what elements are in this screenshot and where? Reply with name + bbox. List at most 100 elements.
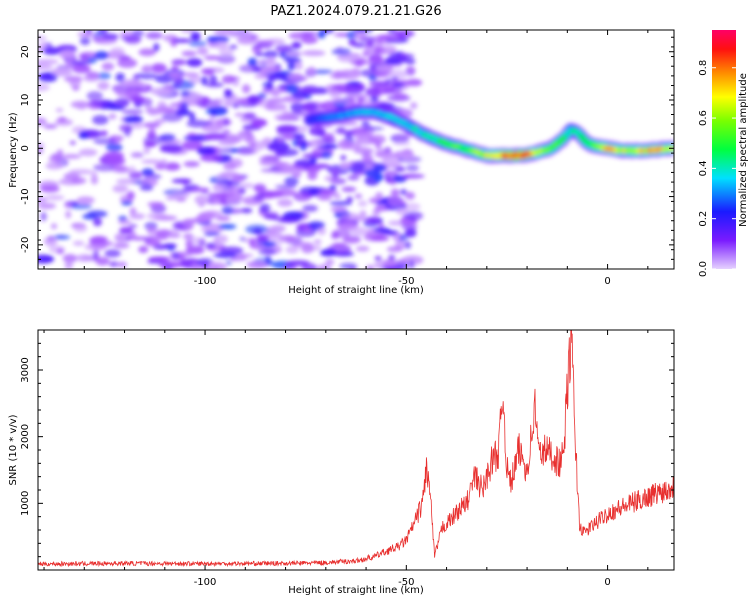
noise-blob — [197, 47, 209, 56]
snr-frame — [37, 329, 675, 571]
noise-blob — [147, 201, 164, 207]
noise-blob — [76, 254, 93, 262]
noise-blob — [109, 261, 120, 268]
noise-blob — [359, 146, 369, 156]
noise-blob — [161, 112, 183, 122]
noise-blob — [229, 44, 238, 50]
noise-blob — [401, 223, 418, 230]
noise-blob — [372, 209, 381, 217]
noise-blob — [264, 102, 288, 111]
colorbar: 0.0 0.2 0.4 0.6 0.8 Normalized spectral ampl… — [698, 30, 749, 277]
noise-blob — [300, 142, 307, 152]
noise-blob — [63, 172, 80, 180]
noise-blob — [354, 59, 364, 67]
noise-blob — [284, 176, 299, 186]
noise-blob — [70, 60, 93, 66]
noise-blob — [329, 168, 341, 174]
noise-blob — [151, 63, 167, 74]
noise-blob — [354, 193, 363, 199]
noise-blob — [277, 198, 293, 207]
noise-blob — [182, 178, 189, 186]
noise-blob — [132, 121, 144, 129]
noise-blob — [396, 207, 409, 216]
noise-blob — [154, 118, 166, 125]
colorbar-ticks: 0.0 0.2 0.4 0.6 0.8 — [698, 60, 736, 277]
noise-blob — [173, 38, 192, 43]
noise-blob — [232, 80, 240, 87]
noise-blob — [392, 141, 411, 146]
noise-blob — [344, 84, 365, 94]
noise-blob — [182, 218, 195, 228]
noise-blob — [368, 134, 386, 145]
noise-blob — [270, 225, 286, 233]
noise-blob — [330, 206, 348, 213]
noise-blob — [113, 242, 130, 249]
noise-blob — [232, 103, 240, 108]
noise-blob — [209, 74, 218, 85]
noise-blob — [404, 228, 417, 238]
noise-blob — [347, 174, 360, 181]
noise-blob — [241, 207, 253, 214]
noise-blob — [175, 197, 187, 202]
noise-blob — [354, 30, 367, 41]
noise-blob — [177, 103, 188, 114]
noise-blob — [173, 75, 184, 85]
noise-blob — [121, 200, 133, 206]
noise-blob — [118, 215, 128, 221]
noise-blob — [287, 61, 296, 71]
noise-blob — [38, 142, 45, 150]
noise-blob — [231, 174, 244, 182]
noise-blob — [251, 118, 268, 128]
noise-blob — [382, 59, 403, 65]
noise-blob — [94, 51, 109, 60]
noise-blob — [362, 50, 370, 57]
noise-blob — [208, 261, 216, 269]
noise-blob — [331, 228, 351, 238]
noise-blob — [285, 51, 303, 57]
noise-blob — [237, 131, 248, 140]
noise-blob — [285, 245, 299, 254]
noise-blob — [216, 54, 236, 64]
noise-blob — [373, 163, 387, 172]
noise-blob — [53, 234, 71, 240]
noise-blob — [190, 31, 201, 42]
noise-blob — [256, 234, 270, 244]
noise-blob — [204, 133, 227, 141]
noise-blob — [229, 187, 241, 196]
noise-blob — [116, 261, 128, 268]
noise-blob — [115, 72, 125, 82]
colorbar-tick-label: 0.0 — [698, 261, 709, 277]
noise-blob — [144, 239, 161, 247]
noise-blob — [286, 73, 304, 81]
noise-blob — [329, 200, 352, 207]
noise-blob — [276, 124, 299, 133]
noise-blob — [306, 166, 321, 174]
noise-blob — [51, 70, 68, 76]
noise-blob — [394, 166, 406, 172]
noise-blob — [171, 59, 187, 66]
noise-blob — [69, 79, 81, 88]
noise-blob — [88, 100, 109, 106]
noise-blob — [141, 159, 163, 164]
noise-blob — [301, 244, 314, 254]
noise-blob — [257, 92, 267, 100]
noise-blob — [116, 178, 138, 185]
noise-blob — [196, 146, 216, 156]
noise-blob — [339, 162, 352, 170]
noise-blob — [386, 246, 403, 253]
noise-blob — [78, 131, 90, 140]
noise-blob — [92, 115, 109, 125]
noise-blob — [376, 38, 384, 45]
noise-blob — [101, 33, 119, 40]
noise-blob — [224, 89, 233, 98]
noise-blob — [114, 89, 123, 95]
noise-blob — [195, 214, 211, 223]
noise-blob — [387, 196, 404, 206]
noise-blob — [60, 49, 76, 59]
noise-blob — [125, 86, 145, 91]
snr-xtick-label: 0 — [604, 577, 610, 588]
noise-blob — [203, 231, 220, 236]
noise-blob — [38, 117, 47, 126]
snr-ytick-label: 2000 — [20, 424, 31, 449]
noise-blob — [45, 162, 63, 170]
